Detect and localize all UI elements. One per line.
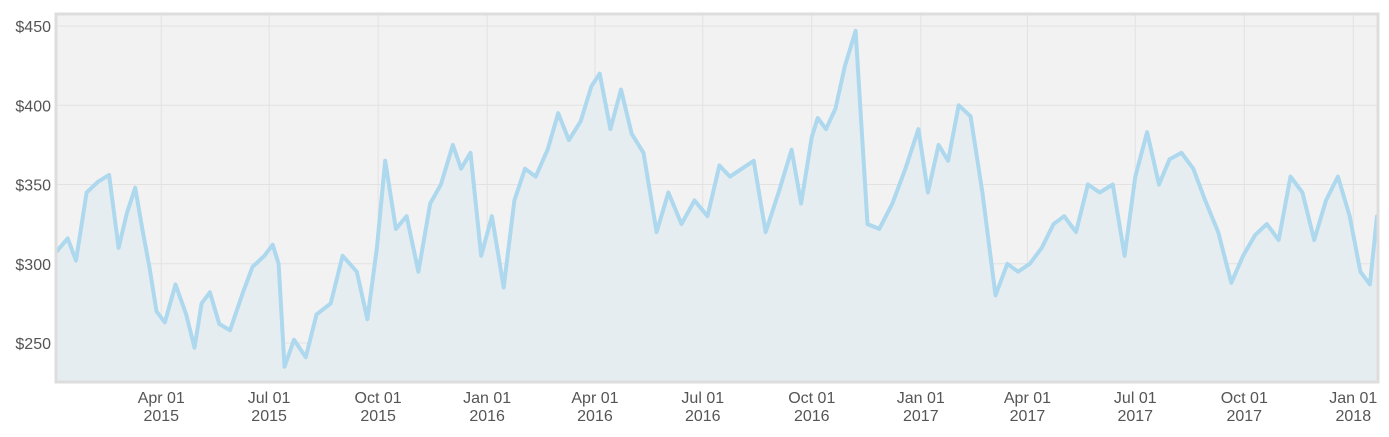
x-tick-year: 2017 [1226, 408, 1262, 425]
x-tick-month: Oct 01 [1221, 390, 1268, 407]
x-tick-year: 2016 [794, 408, 830, 425]
x-tick-year: 2017 [903, 408, 939, 425]
x-tick-month: Oct 01 [355, 390, 402, 407]
x-tick-month: Jul 01 [1114, 390, 1157, 407]
x-tick-month: Jul 01 [681, 390, 724, 407]
x-tick-month: Apr 01 [571, 390, 618, 407]
plot-frame [54, 12, 1380, 384]
y-tick-label: $350 [15, 178, 51, 195]
y-tick-label: $250 [15, 336, 51, 353]
x-tick-month: Apr 01 [1004, 390, 1051, 407]
x-tick-year: 2017 [1117, 408, 1153, 425]
x-tick-month: Apr 01 [138, 390, 185, 407]
x-tick-year: 2017 [1010, 408, 1046, 425]
x-tick-year: 2015 [251, 408, 287, 425]
y-tick-label: $400 [15, 98, 51, 115]
x-tick-month: Jan 01 [463, 390, 511, 407]
x-tick-year: 2015 [360, 408, 396, 425]
x-tick-month: Jul 01 [248, 390, 291, 407]
x-tick-year: 2015 [143, 408, 179, 425]
x-tick-month: Oct 01 [788, 390, 835, 407]
x-tick-year: 2016 [577, 408, 613, 425]
x-tick-year: 2016 [469, 408, 505, 425]
y-axis-ticks: $250 $300 $350 $400 $450 [15, 19, 51, 353]
y-tick-label: $300 [15, 257, 51, 274]
price-area-fill [57, 30, 1377, 382]
x-tick-month: Jan 01 [897, 390, 945, 407]
y-tick-label: $450 [15, 19, 51, 36]
price-line [55, 28, 1379, 369]
x-tick-month: Jan 01 [1329, 390, 1377, 407]
x-tick-year: 2018 [1336, 408, 1372, 425]
x-tick-year: 2016 [685, 408, 721, 425]
